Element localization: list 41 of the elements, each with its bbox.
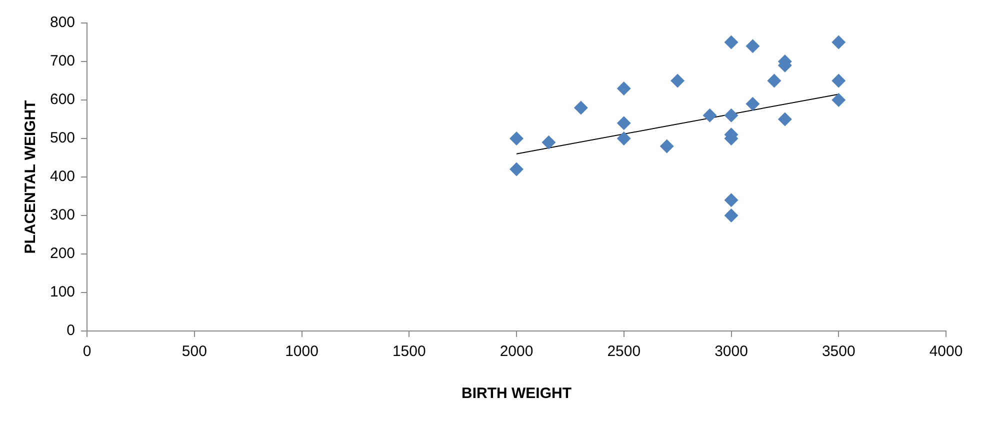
y-tick-label: 0 bbox=[66, 322, 76, 340]
x-tick-label: 4000 bbox=[929, 343, 963, 360]
x-tick-label: 500 bbox=[182, 343, 207, 360]
x-tick-label: 2500 bbox=[607, 343, 641, 360]
point bbox=[724, 208, 738, 222]
y-axis-title: PLACENTAL WEIGHT bbox=[22, 100, 40, 254]
point bbox=[724, 108, 738, 122]
point bbox=[778, 112, 792, 126]
point bbox=[616, 81, 631, 96]
y-tick-label: 700 bbox=[50, 52, 76, 70]
point bbox=[746, 96, 760, 111]
point bbox=[670, 74, 685, 88]
x-tick-label: 3000 bbox=[714, 343, 748, 360]
y-tick-label: 500 bbox=[50, 130, 76, 147]
y-tick-label: 200 bbox=[50, 245, 76, 262]
point bbox=[702, 108, 717, 122]
point bbox=[574, 100, 588, 115]
y-tick-label: 800 bbox=[50, 14, 76, 32]
x-tick-label: 1500 bbox=[392, 343, 426, 360]
point bbox=[767, 74, 782, 88]
x-tick-label: 3500 bbox=[822, 343, 856, 360]
point bbox=[510, 162, 524, 176]
point bbox=[660, 139, 674, 154]
y-tick-label: 300 bbox=[50, 206, 76, 224]
y-tick-label: 600 bbox=[50, 91, 76, 108]
y-tick-label: 400 bbox=[50, 168, 76, 186]
point bbox=[832, 74, 846, 88]
point bbox=[746, 39, 760, 54]
point bbox=[832, 35, 846, 50]
y-tick-label: 100 bbox=[50, 284, 76, 301]
x-tick-label: 0 bbox=[82, 343, 92, 360]
point bbox=[724, 35, 738, 50]
point bbox=[832, 93, 846, 107]
point bbox=[724, 193, 738, 208]
point bbox=[616, 132, 631, 146]
x-tick-label: 2000 bbox=[500, 343, 534, 360]
x-tick-label: 1000 bbox=[285, 343, 318, 360]
point bbox=[542, 135, 556, 150]
x-axis-title: BIRTH WEIGHT bbox=[462, 385, 572, 402]
point bbox=[510, 132, 524, 146]
point bbox=[616, 116, 631, 130]
